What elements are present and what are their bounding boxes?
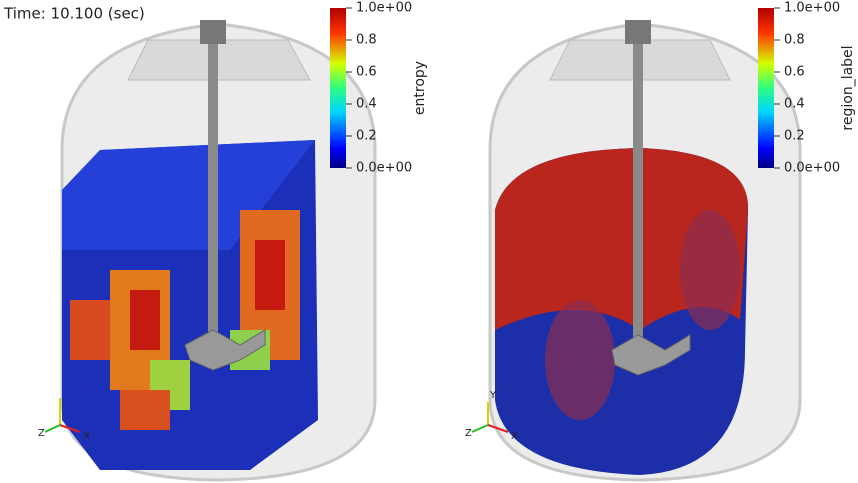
motor-hub (625, 20, 651, 44)
colorbar-tick-label: 0.4 (784, 97, 805, 112)
particles-mixed (545, 300, 615, 420)
colorbar-tick-label: 0.0e+00 (356, 161, 412, 176)
vessel-lid (127, 39, 311, 81)
colorbar-gradient (758, 8, 774, 168)
colorbar-tick-label: 0.6 (784, 65, 805, 80)
particles-mixed (680, 210, 740, 330)
axis-label: Z (465, 428, 472, 439)
colorbar-tick-label: 0.6 (356, 65, 377, 80)
shaft (633, 35, 643, 345)
colorbar: 1.0e+00 0.8 0.6 0.4 0.2 0.0e+00 entropy (330, 1, 428, 176)
axes-triad (471, 402, 509, 433)
colorbar-tick-label: 0.2 (356, 129, 377, 144)
axis-label: X (511, 431, 518, 442)
right-view: Y Z X (465, 20, 802, 482)
colorbar-tick-label: 1.0e+00 (356, 1, 412, 16)
colorbar-tick-label: 1.0e+00 (784, 1, 840, 16)
voxel-hotspots (70, 210, 300, 430)
motor-hub (200, 20, 226, 44)
impeller (184, 329, 266, 371)
axis-label: Z (38, 428, 45, 439)
left-view: Z X (38, 20, 377, 482)
axis-label: Y (489, 390, 497, 401)
time-label: Time: 10.100 (sec) (3, 5, 145, 23)
colorbar-tick-label: 0.0e+00 (784, 161, 840, 176)
colorbar-tick-label: 0.8 (784, 33, 805, 48)
colorbar-tick-label: 0.4 (356, 97, 377, 112)
axes-triad (44, 398, 81, 433)
axis-label: X (83, 431, 90, 442)
colorbar-title: region_label (840, 45, 856, 130)
colorbar-tick-label: 0.2 (784, 129, 805, 144)
shaft (208, 35, 218, 340)
impeller (611, 334, 691, 376)
voxel-top (62, 140, 315, 250)
colorbar-gradient (330, 8, 346, 168)
colorbar: 1.0e+00 0.8 0.6 0.4 0.2 0.0e+00 region_label (758, 1, 856, 176)
colorbar-title: entropy (412, 61, 428, 115)
colorbar-tick-label: 0.8 (356, 33, 377, 48)
